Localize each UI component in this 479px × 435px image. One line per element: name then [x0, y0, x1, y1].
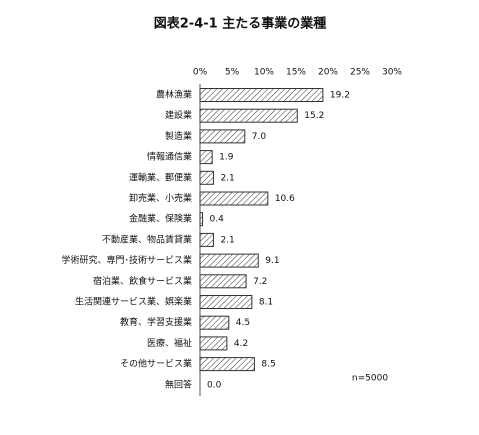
bar [199, 129, 246, 144]
x-tick-label: 10% [254, 68, 274, 78]
y-tick-label: 生活関連サービス業、娯楽業 [75, 296, 192, 308]
y-tick-label: 卸売業、小売業 [129, 192, 192, 204]
bar [199, 253, 259, 268]
value-label: 0.0 [207, 380, 222, 390]
bar [199, 108, 298, 123]
y-tick-label: その他サービス業 [120, 358, 192, 370]
value-label: 19.2 [330, 91, 350, 101]
x-tick-label: 30% [382, 68, 402, 78]
value-label: 1.9 [219, 153, 234, 163]
x-tick-label: 0% [193, 68, 208, 78]
y-tick-label: 製造業 [165, 130, 192, 142]
chart-title: 図表2-4-1 主たる事業の業種 [154, 16, 326, 32]
value-label: 4.5 [236, 318, 250, 328]
value-label: 2.1 [220, 173, 234, 183]
bar [199, 336, 228, 351]
bar [199, 295, 253, 309]
y-tick-label: 宿泊業、飲食サービス業 [93, 275, 192, 287]
value-label: 8.1 [259, 298, 273, 308]
bar [199, 170, 214, 185]
value-label: 10.6 [275, 194, 295, 204]
bar [199, 232, 214, 247]
y-tick-label: 無回答 [165, 378, 192, 390]
value-label: 7.0 [252, 132, 267, 142]
bar [199, 212, 204, 227]
value-label: 2.1 [220, 235, 234, 245]
y-tick-label: 学術研究、専門･技術サービス業 [61, 254, 192, 266]
bar [199, 274, 247, 289]
x-tick-label: 20% [318, 68, 338, 78]
value-label: 4.2 [234, 339, 248, 349]
y-tick-label: 不動産業、物品賃貸業 [102, 233, 192, 245]
bar [199, 191, 269, 206]
y-tick-label: 農林漁業 [156, 89, 192, 101]
bar [199, 88, 324, 102]
bar [199, 315, 230, 330]
x-tick-label: 5% [225, 68, 240, 78]
y-tick-label: 情報通信業 [147, 151, 192, 163]
value-label: 7.2 [253, 277, 267, 287]
value-label: 8.5 [261, 360, 275, 370]
bar [199, 150, 213, 165]
annotation: n=5000 [352, 374, 388, 384]
y-tick-label: 建設業 [165, 109, 192, 121]
y-tick-label: 運輸業、郵便業 [129, 171, 192, 183]
y-tick-label: 金融業、保険業 [129, 213, 192, 225]
value-label: 15.2 [304, 111, 324, 121]
bar [199, 357, 255, 372]
y-tick-label: 医療、福祉 [147, 337, 192, 349]
y-tick-label: 教育、学習支援業 [120, 316, 192, 328]
value-label: 9.1 [265, 256, 279, 266]
value-label: 0.4 [210, 215, 225, 225]
x-tick-label: 15% [286, 68, 306, 78]
x-tick-label: 25% [350, 68, 370, 78]
